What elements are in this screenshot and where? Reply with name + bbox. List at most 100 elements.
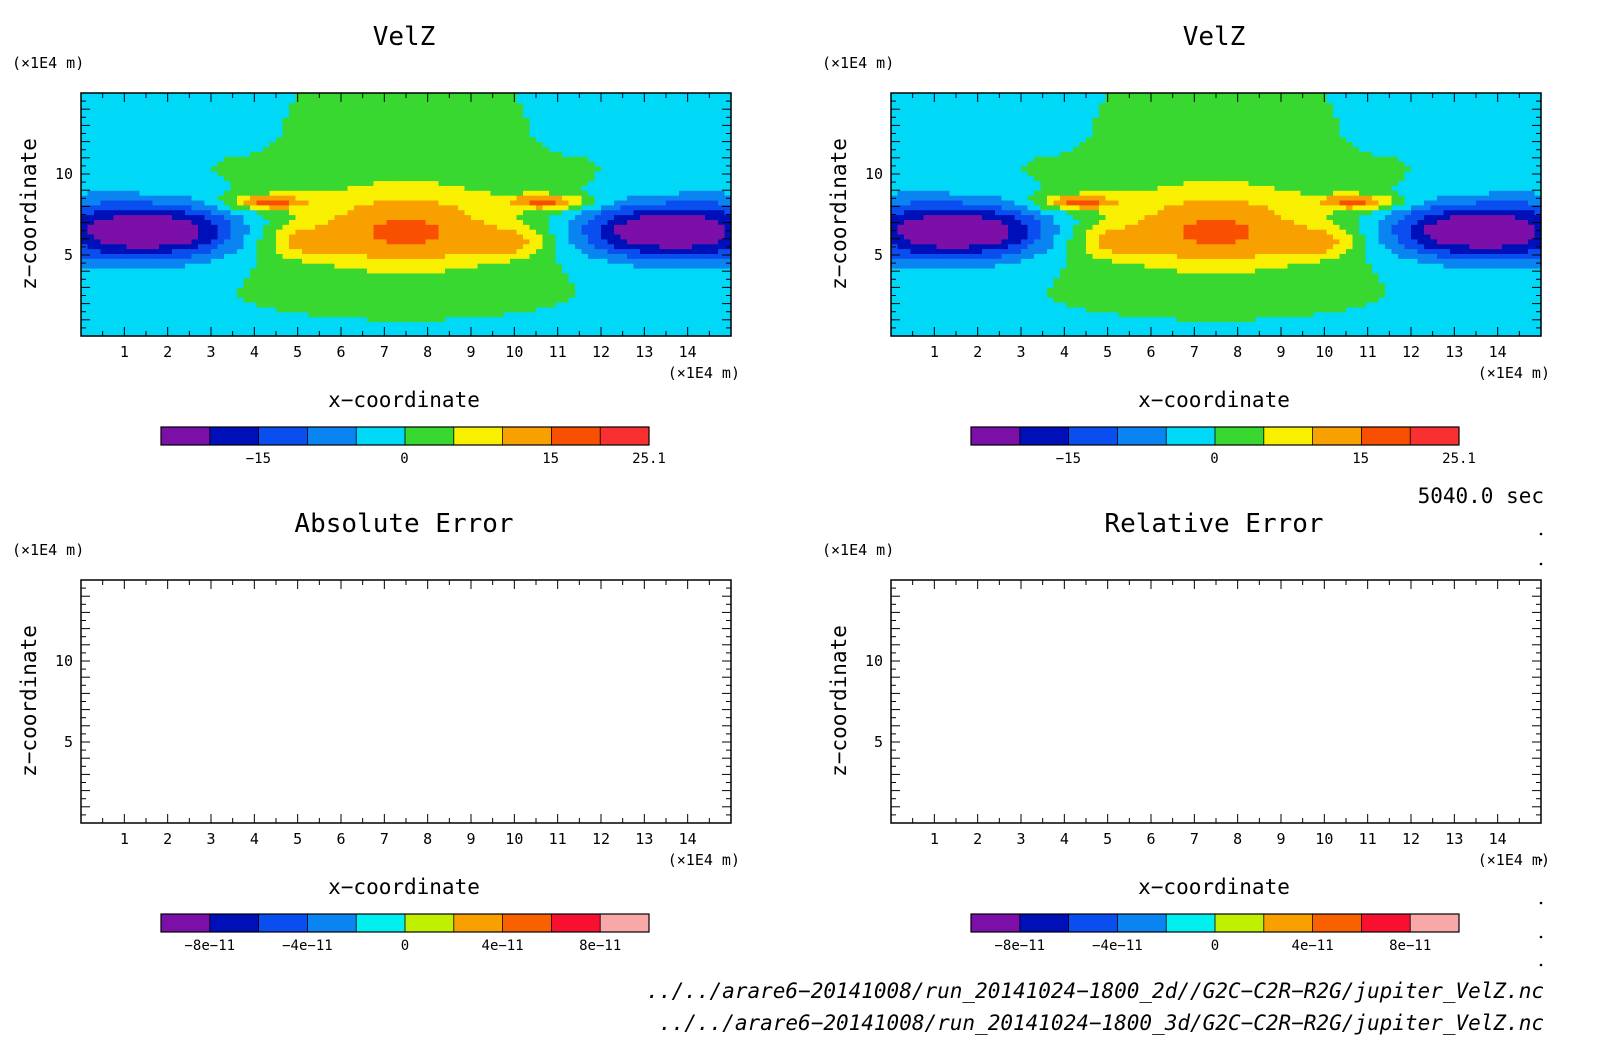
field-cell — [627, 204, 635, 211]
field-cell — [672, 258, 680, 264]
field-cell — [562, 102, 570, 109]
field-cell — [94, 263, 102, 269]
field-cell — [380, 161, 388, 167]
field-cell — [607, 297, 615, 303]
field-cell — [100, 93, 108, 99]
field-cell — [425, 282, 433, 288]
field-cell — [653, 326, 661, 332]
field-cell — [549, 180, 557, 186]
field-cell — [237, 277, 245, 284]
field-cell — [146, 219, 154, 225]
field-cell — [256, 229, 264, 235]
field-cell — [399, 297, 407, 303]
field-cell — [263, 292, 271, 298]
field-cell — [685, 165, 693, 172]
field-cell — [165, 214, 173, 220]
field-cell — [640, 316, 648, 323]
field-cell — [172, 209, 180, 216]
field-cell — [601, 151, 609, 157]
field-cell — [94, 243, 102, 250]
field-cell — [172, 195, 180, 201]
field-cell — [211, 297, 219, 303]
field-cell — [646, 331, 654, 337]
field-cell — [380, 224, 388, 230]
field-cell — [620, 107, 628, 114]
field-cell — [107, 306, 115, 313]
field-cell — [698, 97, 706, 104]
field-cell — [198, 107, 206, 114]
field-cell — [718, 146, 726, 152]
field-cell — [315, 214, 323, 220]
field-cell — [347, 185, 355, 191]
field-cell — [321, 243, 329, 250]
field-cell — [477, 136, 485, 143]
field-cell — [250, 238, 258, 245]
field-cell — [107, 175, 115, 182]
field-cell — [484, 272, 492, 279]
field-cell — [419, 204, 427, 211]
field-cell — [549, 141, 557, 148]
field-cell — [295, 301, 303, 308]
field-cell — [692, 127, 700, 133]
field-cell — [295, 248, 303, 254]
field-cell — [633, 306, 641, 313]
field-cell — [692, 112, 700, 118]
field-cell — [614, 97, 622, 104]
field-cell — [679, 185, 687, 191]
field-cell — [529, 301, 537, 308]
field-cell — [549, 214, 557, 220]
field-cell — [243, 175, 251, 182]
field-cell — [230, 301, 238, 308]
field-cell — [250, 190, 258, 196]
field-cell — [412, 331, 420, 337]
field-cell — [159, 272, 167, 279]
field-cell — [159, 165, 167, 172]
field-cell — [198, 292, 206, 298]
field-cell — [81, 161, 89, 167]
field-cell — [497, 287, 505, 293]
field-cell — [217, 165, 225, 172]
field-cell — [666, 175, 674, 182]
field-cell — [718, 127, 726, 133]
field-cell — [289, 127, 297, 133]
field-cell — [581, 297, 589, 303]
field-cell — [367, 102, 375, 109]
field-cell — [445, 248, 453, 254]
field-cell — [503, 107, 511, 114]
field-cell — [679, 263, 687, 269]
field-cell — [146, 297, 154, 303]
field-cell — [659, 151, 667, 157]
field-cell — [503, 272, 511, 279]
field-cell — [588, 107, 596, 114]
field-cell — [666, 161, 674, 167]
field-cell — [269, 229, 277, 235]
field-cell — [614, 151, 622, 157]
field-cell — [633, 117, 641, 123]
field-cell — [152, 112, 160, 118]
field-cell — [581, 209, 589, 216]
field-cell — [399, 224, 407, 230]
field-cell — [308, 180, 316, 186]
field-cell — [315, 277, 323, 284]
field-cell — [224, 93, 232, 99]
field-cell — [503, 199, 511, 206]
field-cell — [152, 165, 160, 172]
field-cell — [94, 127, 102, 133]
field-cell — [568, 326, 576, 332]
field-cell — [555, 219, 563, 225]
field-cell — [503, 127, 511, 133]
field-cell — [549, 146, 557, 152]
field-cell — [295, 233, 303, 240]
field-cell — [542, 321, 550, 327]
field-cell — [328, 199, 336, 206]
field-cell — [159, 161, 167, 167]
field-cell — [172, 146, 180, 152]
field-cell — [672, 127, 680, 133]
field-cell — [276, 238, 284, 245]
field-cell — [529, 229, 537, 235]
field-cell — [562, 219, 570, 225]
field-cell — [497, 195, 505, 201]
field-cell — [373, 233, 381, 240]
field-cell — [536, 93, 544, 99]
field-cell — [243, 141, 251, 148]
